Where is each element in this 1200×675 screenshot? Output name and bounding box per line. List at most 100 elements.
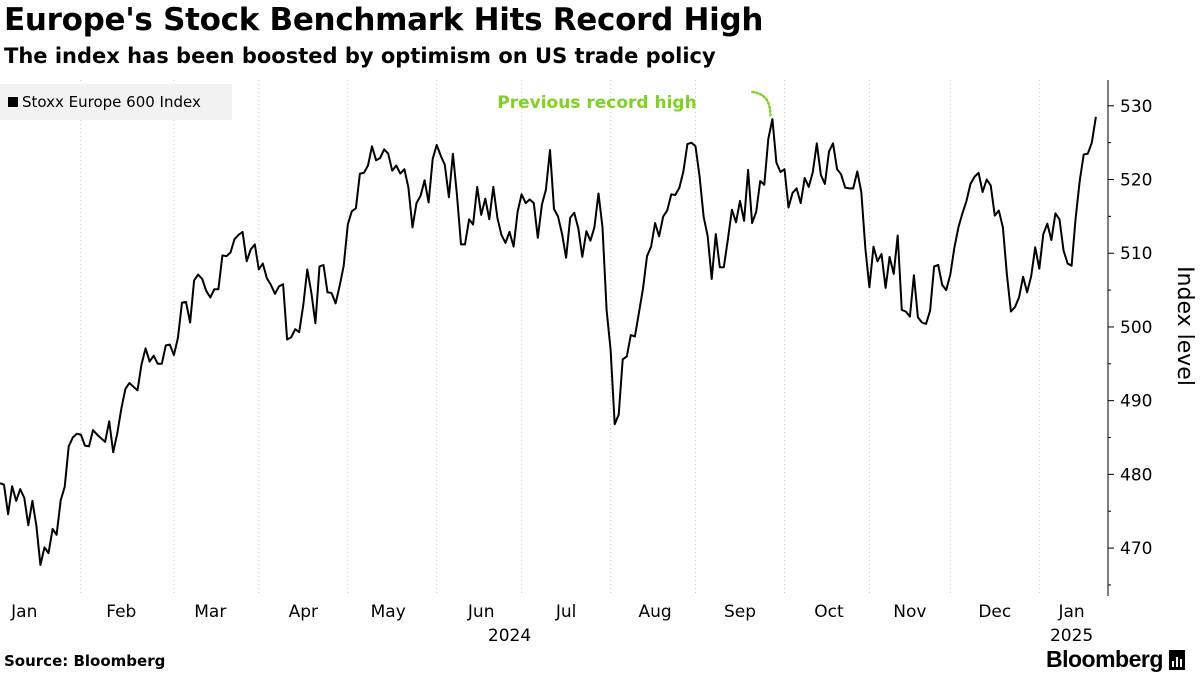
series-layer <box>0 116 1097 566</box>
data-point <box>15 500 17 502</box>
data-point <box>371 146 373 148</box>
data-point <box>545 189 547 191</box>
data-point <box>11 485 13 487</box>
data-point <box>238 234 240 236</box>
data-point <box>387 153 389 155</box>
source-note: Source: Bloomberg <box>4 652 166 670</box>
data-point <box>937 264 939 266</box>
data-point <box>250 249 252 251</box>
data-point <box>56 534 58 536</box>
data-point <box>598 193 600 195</box>
data-point <box>586 230 588 232</box>
data-point <box>792 192 794 194</box>
data-point <box>359 173 361 175</box>
data-point <box>452 153 454 155</box>
data-point <box>885 287 887 289</box>
data-point <box>1026 292 1028 294</box>
data-point <box>489 219 491 221</box>
data-point <box>832 143 834 145</box>
data-point <box>1059 219 1061 221</box>
data-point <box>808 186 810 188</box>
data-point <box>1030 275 1032 277</box>
data-point <box>759 180 761 182</box>
data-point <box>270 284 272 286</box>
data-point <box>962 213 964 215</box>
data-point <box>610 349 612 351</box>
data-point <box>315 323 317 325</box>
data-point <box>254 244 256 246</box>
data-point <box>691 142 693 144</box>
data-point <box>1083 154 1085 156</box>
data-point <box>719 266 721 268</box>
data-point <box>780 171 782 173</box>
legend: Stoxx Europe 600 Index <box>0 84 232 120</box>
annotation-arrow <box>751 90 772 117</box>
data-point <box>764 184 766 186</box>
data-point <box>909 316 911 318</box>
data-point <box>982 191 984 193</box>
data-point <box>662 216 664 218</box>
data-point <box>950 274 952 276</box>
x-tick-label: Jun <box>467 602 495 622</box>
x-group-label: 2025 <box>1050 626 1093 646</box>
data-point <box>978 172 980 174</box>
data-point <box>1091 142 1093 144</box>
data-point <box>848 188 850 190</box>
data-point <box>788 207 790 209</box>
y-axis-title: Index level <box>1172 266 1197 386</box>
data-point <box>893 273 895 275</box>
x-tick-label: Jul <box>555 602 577 622</box>
data-point <box>428 202 430 204</box>
y-tick-label: 490 <box>1120 392 1152 412</box>
data-point <box>1051 239 1053 241</box>
data-point <box>1014 306 1016 308</box>
annotation-layer: Previous record high <box>497 90 772 117</box>
data-point <box>622 359 624 361</box>
x-tick-label: Jan <box>10 602 37 622</box>
data-point <box>954 247 956 249</box>
data-point <box>671 194 673 196</box>
data-point <box>695 146 697 148</box>
data-point <box>307 269 309 271</box>
data-point <box>561 233 563 235</box>
data-point <box>214 289 216 291</box>
chart-title: Europe's Stock Benchmark Hits Record Hig… <box>4 2 764 38</box>
y-tick-label: 500 <box>1120 318 1152 338</box>
data-point <box>1039 268 1041 270</box>
data-point <box>994 215 996 217</box>
data-point <box>153 355 155 357</box>
data-point <box>699 176 701 178</box>
data-point <box>343 265 345 267</box>
data-point <box>828 151 830 153</box>
data-point <box>262 263 264 265</box>
x-group-label: 2024 <box>488 626 531 646</box>
data-point <box>355 208 357 210</box>
data-point <box>396 165 398 167</box>
data-point <box>800 202 802 204</box>
data-point <box>824 183 826 185</box>
data-point <box>945 289 947 291</box>
data-point <box>1071 265 1073 267</box>
data-point <box>230 252 232 254</box>
data-point <box>986 179 988 181</box>
data-point <box>578 227 580 229</box>
data-point <box>64 486 66 488</box>
data-point <box>998 210 1000 212</box>
data-point <box>679 187 681 189</box>
data-point <box>772 118 774 120</box>
data-point <box>941 284 943 286</box>
brand: Bloomberg <box>1046 646 1185 673</box>
data-point <box>529 199 531 201</box>
data-point <box>141 364 143 366</box>
data-point <box>108 421 110 423</box>
data-point <box>294 328 296 330</box>
data-point <box>873 246 875 248</box>
data-point <box>1079 180 1081 182</box>
x-tick-label: Mar <box>194 602 226 622</box>
data-point <box>173 354 175 356</box>
data-point <box>80 434 82 436</box>
data-point <box>646 255 648 257</box>
data-point <box>201 278 203 280</box>
data-point <box>626 356 628 358</box>
data-point <box>412 227 414 229</box>
